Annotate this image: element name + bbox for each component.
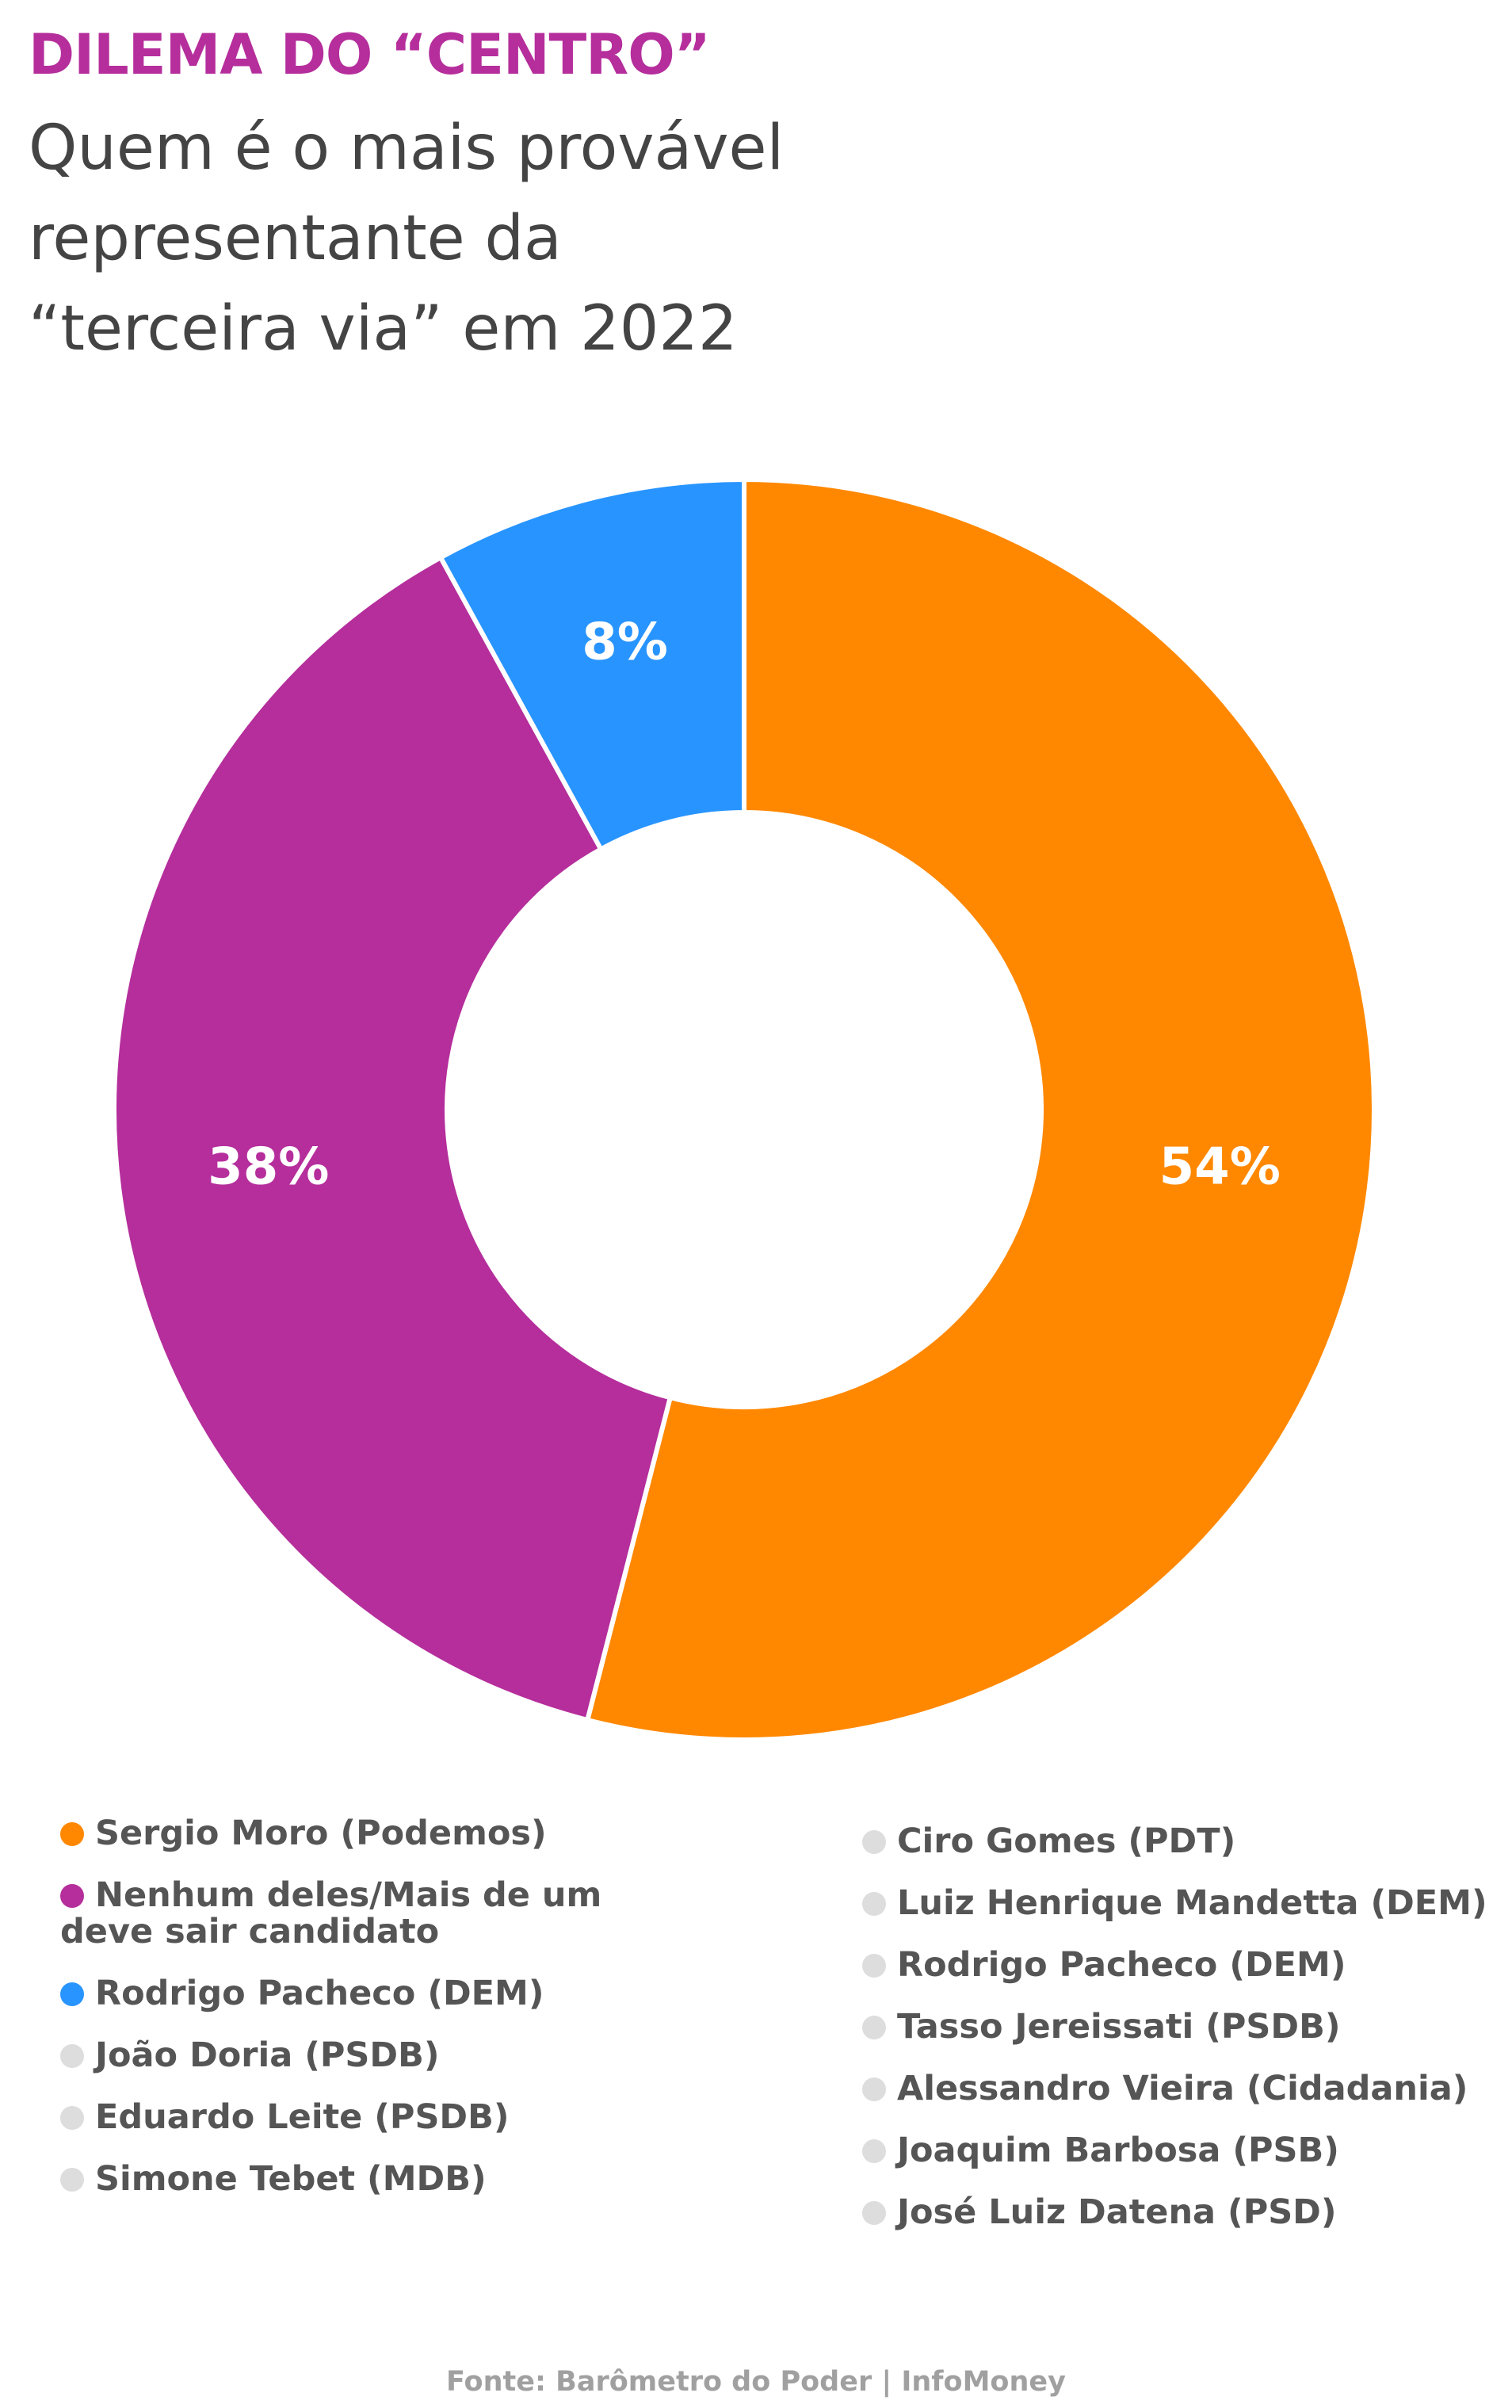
legend-marker: [60, 2044, 84, 2068]
legend-item: Tasso Jereissati (PSDB): [862, 2009, 1496, 2045]
legend-item: José Luiz Datena (PSD): [862, 2194, 1496, 2230]
legend-item: Rodrigo Pacheco (DEM): [60, 1975, 615, 2012]
legend-marker: [60, 1822, 84, 1846]
legend-label: Rodrigo Pacheco (DEM): [897, 1945, 1346, 1985]
data-label: 54%: [1159, 1137, 1281, 1196]
legend-item: Simone Tebet (MDB): [60, 2161, 615, 2197]
legend-item: Luiz Henrique Mandetta (DEM): [862, 1885, 1496, 1921]
legend-marker: [60, 1982, 84, 2006]
legend: Ciro Gomes (PDT) Luiz Henrique Mandetta (…: [862, 1823, 1496, 2230]
slice: [584, 476, 1376, 1742]
chart: 54% 38% 8%: [112, 476, 1376, 1742]
legend-marker: [862, 2077, 886, 2101]
legend-marker: [862, 1954, 886, 1978]
legend-label: José Luiz Datena (PSD): [897, 2192, 1337, 2232]
legend-marker: [60, 2106, 84, 2130]
legend-item: Alessandro Vieira (Cidadania): [862, 2070, 1496, 2107]
legend-item: Rodrigo Pacheco (DEM): [862, 1947, 1496, 1983]
legend-marker: [862, 2016, 886, 2039]
legend-marker: [60, 2168, 84, 2192]
legend-marker: [862, 1830, 886, 1854]
data-label: 8%: [582, 613, 668, 672]
chart-title: DILEMA DO “CENTRO”: [29, 22, 711, 87]
legend-item: Nenhum deles/Mais de um deve sair candid…: [60, 1877, 615, 1950]
legend-label: Alessandro Vieira (Cidadania): [897, 2069, 1468, 2108]
legend-item: Ciro Gomes (PDT): [862, 1823, 1496, 1860]
legend-marker: [60, 1884, 84, 1908]
legend-label: Sergio Moro (Podemos): [95, 1814, 547, 1853]
legend-label: Ciro Gomes (PDT): [897, 1821, 1236, 1861]
legend-item: João Doria (PSDB): [60, 2037, 615, 2074]
legend-label: Rodrigo Pacheco (DEM): [95, 1974, 544, 2013]
source: Fonte: Barômetro do Poder | InfoMoney: [446, 2366, 1066, 2398]
legend-item: Joaquim Barbosa (PSB): [862, 2132, 1496, 2169]
slice: [112, 554, 674, 1723]
legend-label: Tasso Jereissati (PSDB): [897, 2007, 1341, 2047]
legend-item: Eduardo Leite (PSDB): [60, 2099, 615, 2135]
legend-label: João Doria (PSDB): [95, 2035, 440, 2075]
legend: Sergio Moro (Podemos) Nenhum deles/Mais d…: [60, 1815, 615, 2197]
legend-marker: [862, 1892, 886, 1916]
legend-label: Nenhum deles/Mais de um deve sair candid…: [60, 1875, 602, 1951]
data-label: 38%: [208, 1137, 329, 1196]
legend-item: Sergio Moro (Podemos): [60, 1815, 615, 1852]
chart-subtitle: Quem é o mais provável representante da …: [29, 113, 785, 365]
legend-label: Joaquim Barbosa (PSB): [897, 2131, 1339, 2170]
legend-label: Luiz Henrique Mandetta (DEM): [897, 1883, 1487, 1923]
slice: [437, 476, 746, 853]
legend-marker: [862, 2139, 886, 2163]
legend-label: Simone Tebet (MDB): [95, 2159, 487, 2199]
legend-marker: [862, 2201, 886, 2225]
legend-label: Eduardo Leite (PSDB): [95, 2097, 510, 2137]
